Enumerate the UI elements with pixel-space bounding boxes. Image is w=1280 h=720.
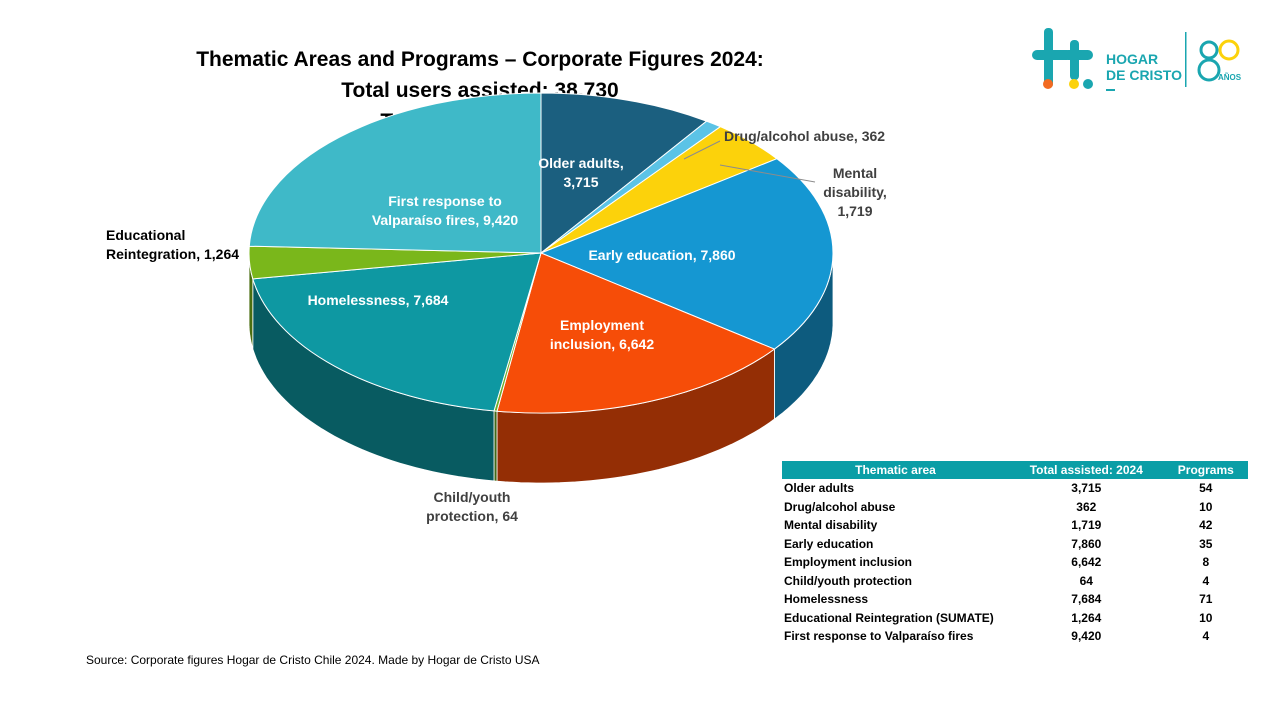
table-cell-total: 362 [1076,499,1097,514]
table-cell-programs: 71 [1199,592,1213,607]
slice-label: Early education, 7,860 [588,247,735,263]
table-cell-programs: 10 [1199,499,1213,514]
pie-slice [496,252,776,414]
pie-side-wall [493,410,498,482]
table-cell-total: 1,264 [1071,610,1102,625]
table-row: Child/youth protection 64 4 [782,572,1248,591]
table-cell-total: 9,420 [1071,629,1102,644]
slice-label: Child/youth protection, 64 [426,489,518,524]
table-cell-programs: 35 [1199,536,1213,551]
table-cell-programs: 4 [1202,573,1210,588]
slice-label: Educational Reintegration, 1,264 [106,227,239,262]
table-row: Educational Reintegration (SUMATE) 1,264 1… [782,609,1248,628]
table-row: Early education 7,860 35 [782,535,1248,554]
pie-labels: Older adults, 3,715 Drug/alcohol abuse, 36… [106,128,887,524]
table-header-total: Total assisted: 2024 [1008,461,1164,479]
table-cell-area: Employment inclusion [784,555,913,570]
table-cell-area: Early education [784,536,874,551]
logo-anniversary: AÑOS [1218,73,1242,82]
table-row: Drug/alcohol abuse 362 10 [782,498,1248,517]
pie-slice [252,252,542,412]
table-cell-area: Mental disability [784,518,878,533]
slice-label: Homelessness, 7,684 [308,292,449,308]
table-row: Mental disability 1,719 42 [782,516,1248,535]
table-cell-area: Educational Reintegration (SUMATE) [784,610,994,625]
table-cell-total: 7,860 [1071,536,1102,551]
table-cell-area: Homelessness [784,592,869,607]
logo-text-2: DE CRISTO [1106,67,1182,83]
pie-slice [248,92,542,254]
slice-label: First response to Valparaíso fires, 9,420 [372,193,519,228]
source-note: Source: Corporate figures Hogar de Crist… [86,653,540,667]
table-cell-area: Older adults [784,481,855,496]
title-line-1: Thematic Areas and Programs – Corporate … [196,48,764,71]
table-cell-programs: 4 [1202,629,1210,644]
table-cell-total: 1,719 [1071,518,1102,533]
table-cell-total: 64 [1079,573,1093,588]
table-header-programs: Programs [1163,461,1248,479]
table-cell-total: 7,684 [1071,592,1102,607]
table-cell-programs: 8 [1202,555,1210,570]
slice-label: Drug/alcohol abuse, 362 [724,128,885,144]
table-header-row: Thematic area Total assisted: 2024 Progr… [782,461,1248,479]
slice-label: Employment inclusion, 6,642 [550,317,654,352]
table-cell-area: Drug/alcohol abuse [784,499,896,514]
table-row: Employment inclusion 6,642 8 [782,553,1248,572]
table-cell-programs: 42 [1199,518,1213,533]
slice-label: Mental disability, 1,719 [823,165,887,219]
data-table: Thematic area Total assisted: 2024 Progr… [782,461,1248,646]
hogar-de-cristo-logo: HOGAR DE CRISTO AÑOS [1032,28,1242,91]
leader-line [719,164,816,183]
table-header-area: Thematic area [782,461,1009,479]
table-row: Homelessness 7,684 71 [782,590,1248,609]
table-row: Older adults 3,715 54 [782,479,1248,498]
logo-text-1: HOGAR [1106,51,1158,67]
table-cell-total: 3,715 [1071,481,1102,496]
table-cell-area: First response to Valparaíso fires [784,629,974,644]
table-cell-total: 6,642 [1071,555,1102,570]
leader-line [683,140,721,160]
table-cell-programs: 10 [1199,610,1213,625]
slice-label: Older adults, 3,715 [538,155,624,190]
table-row: First response to Valparaíso fires 9,420 4 [782,627,1248,646]
table-cell-programs: 54 [1199,481,1213,496]
pie-slice [540,92,708,255]
table-cell-area: Child/youth protection [784,573,912,588]
